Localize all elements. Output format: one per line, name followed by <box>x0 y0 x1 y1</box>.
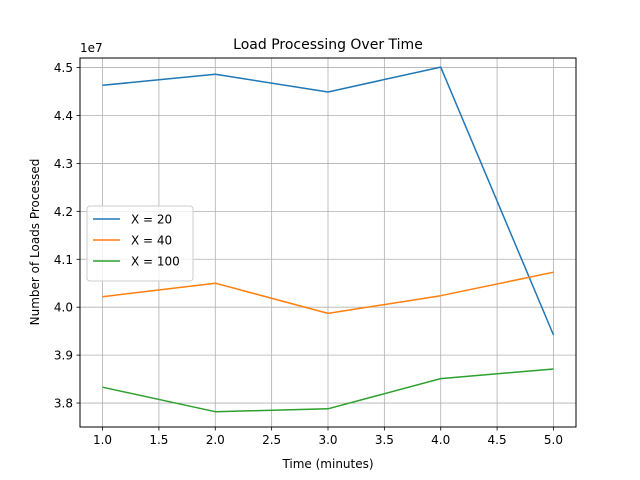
legend-label: X = 20 <box>131 213 172 227</box>
y-tick-label: 3.9 <box>54 349 73 363</box>
series-line-1 <box>102 66 555 336</box>
y-tick-label: 4.0 <box>54 301 73 315</box>
y-tick-label: 4.1 <box>54 253 73 267</box>
x-tick-label: 1.0 <box>93 433 112 447</box>
y-axis-label: Number of Loads Processed <box>28 159 42 326</box>
y-axis-ticks: 3.8 3.9 4.0 4.1 4.2 4.3 4.4 4.5 <box>54 61 80 411</box>
x-tick-label: 3.0 <box>318 433 337 447</box>
x-tick-label: 4.0 <box>431 433 450 447</box>
legend-label: X = 100 <box>131 255 180 269</box>
chart-title: Load Processing Over Time <box>233 37 423 53</box>
grid <box>80 58 576 427</box>
x-tick-label: 2.0 <box>206 433 225 447</box>
y-tick-label: 4.2 <box>54 205 73 219</box>
series-lines <box>102 66 555 413</box>
x-axis-ticks: 1.0 1.5 2.0 2.5 3.0 3.5 4.0 4.5 5.0 <box>93 427 563 447</box>
x-tick-label: 2.5 <box>262 433 281 447</box>
legend-label: X = 40 <box>131 234 172 248</box>
y-tick-label: 3.8 <box>54 397 73 411</box>
legend-box <box>86 205 194 282</box>
legend: X = 20 X = 40 X = 100 <box>86 205 194 282</box>
series-line-2 <box>102 271 554 315</box>
x-tick-label: 1.5 <box>149 433 168 447</box>
y-tick-label: 4.5 <box>54 61 73 75</box>
x-tick-label: 4.5 <box>488 433 507 447</box>
y-tick-label: 4.4 <box>54 109 73 123</box>
y-tick-label: 4.3 <box>54 157 73 171</box>
y-offset-label: 1e7 <box>80 41 103 55</box>
x-tick-label: 5.0 <box>544 433 563 447</box>
x-axis-label: Time (minutes) <box>281 457 373 471</box>
series-line-3 <box>102 368 554 413</box>
x-tick-label: 3.5 <box>375 433 394 447</box>
